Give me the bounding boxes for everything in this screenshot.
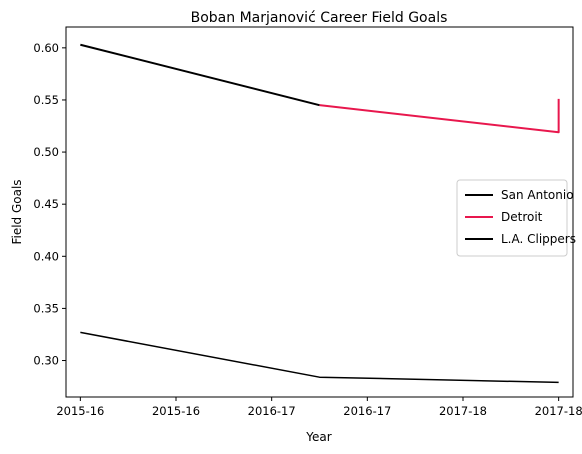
legend-entry: L.A. Clippers bbox=[501, 232, 576, 246]
x-tick-label: 2015-16 bbox=[152, 404, 200, 418]
legend-entry: San Antonio bbox=[501, 188, 574, 202]
y-tick-label: 0.60 bbox=[33, 41, 59, 55]
x-tick-label: 2016-17 bbox=[343, 404, 391, 418]
chart-title: Boban Marjanović Career Field Goals bbox=[191, 10, 448, 26]
legend-box bbox=[456, 179, 568, 257]
y-tick-label: 0.55 bbox=[33, 93, 59, 107]
y-axis: 0.30 0.35 0.40 0.45 0.50 0.55 0.60 bbox=[33, 41, 66, 368]
y-axis-label: Field Goals bbox=[10, 179, 24, 244]
plot-frame bbox=[65, 26, 574, 398]
x-axis: 2015-16 2015-16 2016-17 2016-17 2017-18 2017-… bbox=[56, 397, 582, 418]
series-line-0 bbox=[80, 43, 320, 107]
legend: San Antonio Detroit L.A. Clippers bbox=[456, 179, 576, 257]
y-tick-label: 0.50 bbox=[33, 145, 59, 159]
plot-lines bbox=[80, 43, 560, 384]
x-tick-label: 2015-16 bbox=[56, 404, 104, 418]
y-tick-label: 0.30 bbox=[33, 354, 59, 368]
y-tick-label: 0.40 bbox=[33, 249, 59, 263]
x-tick-label: 2017-18 bbox=[439, 404, 487, 418]
series-line-3 bbox=[80, 331, 559, 384]
x-axis-label: Year bbox=[305, 430, 331, 444]
legend-entry: Detroit bbox=[501, 210, 543, 224]
y-tick-label: 0.35 bbox=[33, 301, 59, 315]
x-tick-label: 2017-18 bbox=[535, 404, 582, 418]
series-line-1 bbox=[319, 98, 560, 134]
y-tick-label: 0.45 bbox=[33, 197, 59, 211]
x-tick-label: 2016-17 bbox=[248, 404, 296, 418]
